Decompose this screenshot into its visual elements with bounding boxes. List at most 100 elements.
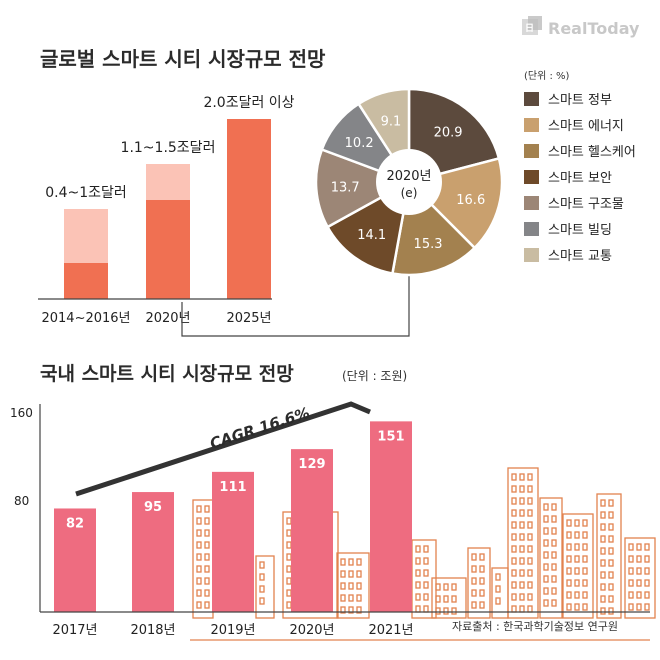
skyline-window <box>551 587 557 595</box>
skyline-window <box>348 558 354 566</box>
skyline-window <box>204 505 210 513</box>
skyline-building <box>539 497 563 619</box>
domestic-bar-value-0: 82 <box>66 516 84 531</box>
skyline-window <box>519 581 525 589</box>
skyline-window <box>551 563 557 571</box>
skyline-window <box>543 503 549 511</box>
skyline-window <box>423 581 429 589</box>
skyline-window <box>423 545 429 553</box>
skyline-building <box>596 493 622 619</box>
global-bar-label-2: 2.0조달러 이상 <box>203 95 294 111</box>
skyline-window <box>259 573 265 581</box>
skyline-window <box>519 473 525 481</box>
skyline-window <box>644 603 650 611</box>
skyline-window <box>636 567 642 575</box>
pie-slice-label-2: 15.3 <box>414 237 443 252</box>
global-bar-base-2 <box>227 119 271 299</box>
skyline-window <box>204 565 210 573</box>
skyline-window <box>511 605 517 613</box>
skyline-window <box>471 577 477 585</box>
skyline-window <box>340 570 346 578</box>
global-bar-base-0 <box>64 263 108 299</box>
pie-slice-label-0: 20.9 <box>434 125 463 140</box>
skyline-window <box>608 499 614 507</box>
skyline-window <box>340 594 346 602</box>
skyline-window <box>636 579 642 587</box>
skyline-window <box>479 589 485 597</box>
skyline-window <box>196 589 202 597</box>
skyline-window <box>415 593 421 601</box>
pie-slice-4 <box>314 147 412 229</box>
skyline-window <box>608 559 614 567</box>
skyline-window <box>582 519 588 527</box>
skyline-window <box>582 591 588 599</box>
skyline-window <box>479 577 485 585</box>
skyline-window <box>566 555 572 563</box>
skyline-window <box>574 543 580 551</box>
skyline-window <box>628 555 634 563</box>
skyline-window <box>551 539 557 547</box>
global-bar-label-0: 0.4~1조달러 <box>45 185 127 201</box>
domestic-bar-value-4: 151 <box>377 429 404 444</box>
skyline-window <box>608 547 614 555</box>
skyline-window <box>582 603 588 611</box>
skyline-window <box>551 551 557 559</box>
skyline-window <box>574 519 580 527</box>
skyline-window <box>511 557 517 565</box>
skyline-window <box>511 533 517 541</box>
skyline-window <box>551 599 557 607</box>
skyline-window <box>286 553 292 561</box>
pie-slice-label-6: 9.1 <box>381 115 402 130</box>
skyline-window <box>628 567 634 575</box>
pie-connector-line <box>181 276 410 337</box>
skyline-window <box>527 509 533 517</box>
skyline-window <box>204 553 210 561</box>
domestic-bar-value-1: 95 <box>144 500 162 515</box>
legend-swatch-1 <box>524 118 539 132</box>
skyline-window <box>566 579 572 587</box>
skyline-window <box>286 589 292 597</box>
skyline-window <box>644 567 650 575</box>
skyline-window <box>527 497 533 505</box>
skyline-window <box>423 605 429 613</box>
skyline-building <box>467 547 491 619</box>
skyline-window <box>286 601 292 609</box>
skyline-window <box>543 515 549 523</box>
pie-unit-label: (단위 : %) <box>524 69 570 82</box>
legend-label-3: 스마트 보안 <box>548 171 612 186</box>
skyline-window <box>511 473 517 481</box>
skyline-window <box>644 555 650 563</box>
skyline-window <box>628 543 634 551</box>
skyline-window <box>543 587 549 595</box>
skyline-window <box>566 567 572 575</box>
skyline-window <box>286 577 292 585</box>
skyline-window <box>204 541 210 549</box>
skyline-window <box>551 515 557 523</box>
skyline-window <box>636 603 642 611</box>
skyline-window <box>479 553 485 561</box>
skyline-window <box>495 573 501 581</box>
skyline-window <box>196 565 202 573</box>
legend-label-2: 스마트 헬스케어 <box>548 145 636 160</box>
skyline-window <box>356 570 362 578</box>
skyline-window <box>451 607 457 615</box>
skyline-window <box>574 579 580 587</box>
skyline-window <box>551 527 557 535</box>
skyline-window <box>204 577 210 585</box>
skyline-window <box>196 577 202 585</box>
domestic-category-3: 2020년 <box>289 623 334 638</box>
skyline-window <box>415 581 421 589</box>
legend-label-1: 스마트 에너지 <box>548 119 624 134</box>
skyline-window <box>608 607 614 615</box>
cagr-label: CAGR 16.6% <box>208 404 312 453</box>
skyline-window <box>628 591 634 599</box>
skyline-window <box>196 517 202 525</box>
skyline-window <box>519 593 525 601</box>
skyline-window <box>511 521 517 529</box>
skyline-window <box>636 555 642 563</box>
skyline-window <box>204 601 210 609</box>
pie-center-label-estimate: (e) <box>401 186 418 200</box>
skyline-window <box>600 583 606 591</box>
legend-swatch-4 <box>524 196 539 210</box>
skyline-window <box>574 567 580 575</box>
